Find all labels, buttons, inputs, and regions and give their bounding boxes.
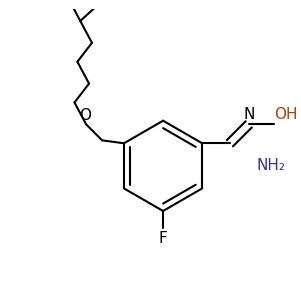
Text: NH₂: NH₂ — [256, 158, 285, 173]
Text: O: O — [79, 108, 92, 123]
Text: F: F — [159, 231, 167, 246]
Text: N: N — [243, 107, 254, 122]
Text: OH: OH — [274, 107, 298, 122]
